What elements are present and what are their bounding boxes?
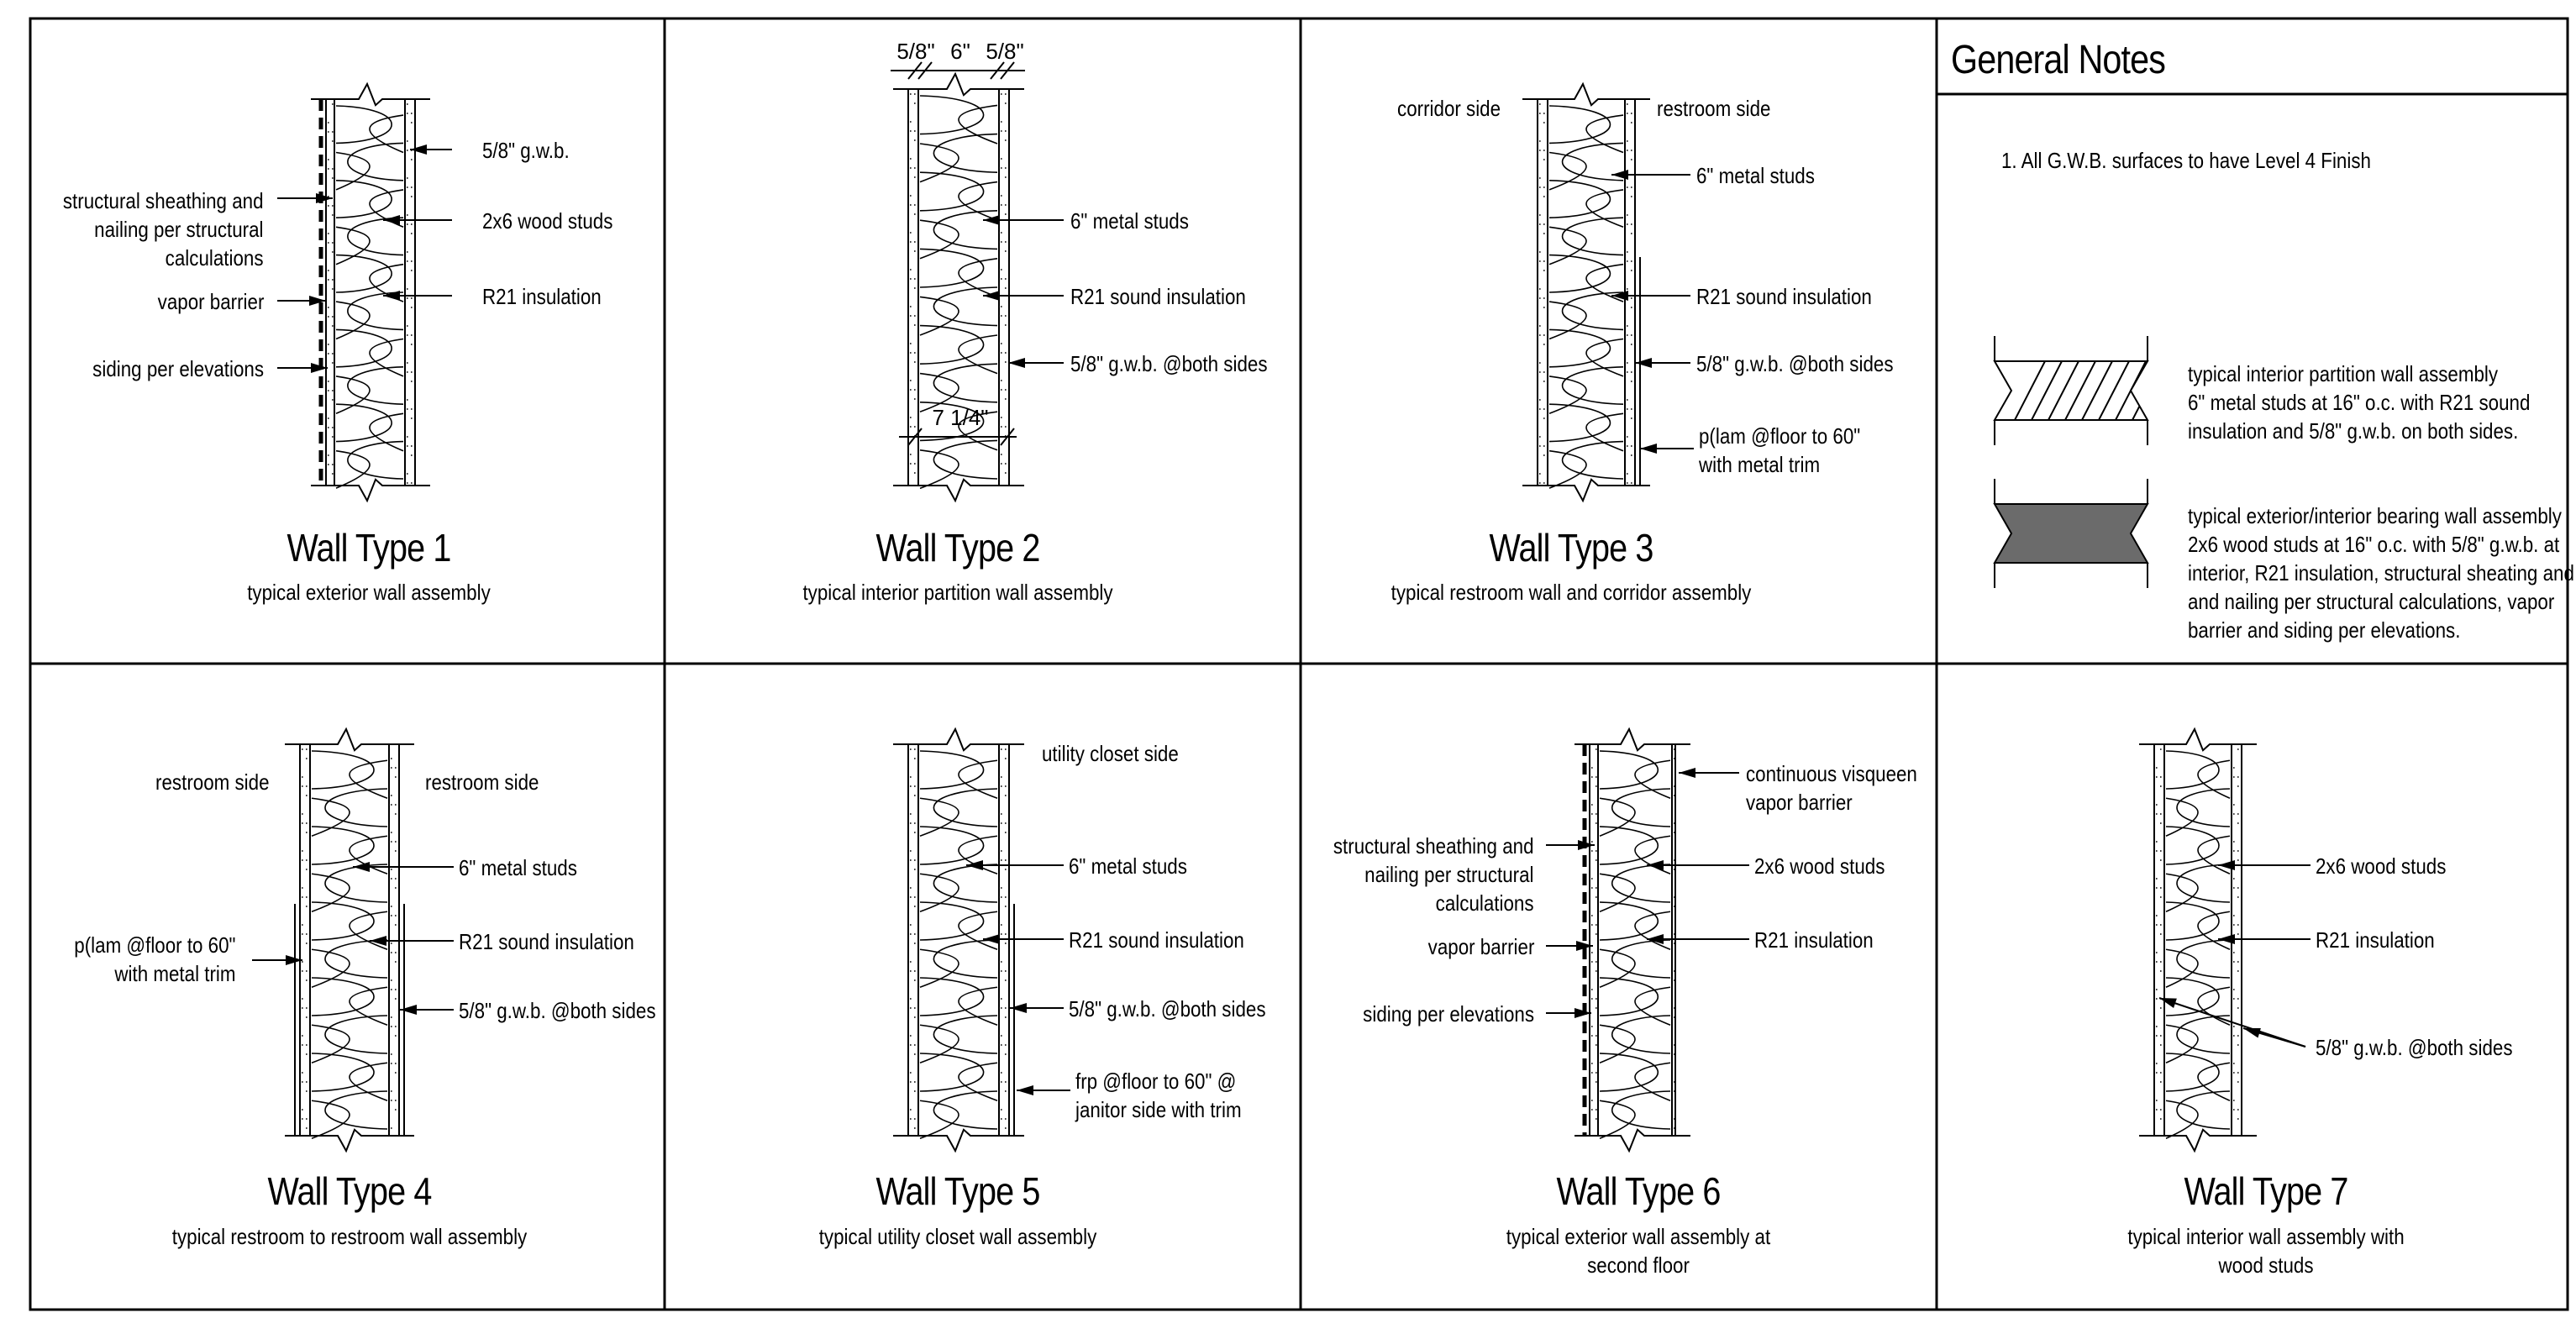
wall-6-arrow-vapor	[1546, 941, 1593, 951]
wall-6-arrow-studs	[1647, 860, 1749, 870]
wall-4-label-insulation: R21 sound insulation	[459, 929, 634, 954]
wall-type-7-subtitle: typical interior wall assembly with wood …	[2127, 1224, 2405, 1278]
wall-5-side-right: utility closet side	[1042, 741, 1179, 766]
wall-3-label-insulation: R21 sound insulation	[1696, 284, 1872, 309]
general-note-1: 1. All G.W.B. surfaces to have Level 4 F…	[2001, 148, 2371, 173]
wall-3-arrow-gwb	[1635, 358, 1690, 368]
wall-3-label-plam: p(lam @floor to 60" with metal trim	[1699, 423, 1861, 477]
wall-type-1-subtitle: typical exterior wall assembly	[247, 580, 491, 605]
wall-7-arrow-insulation	[2218, 934, 2311, 944]
wall-4-label-plam: p(lam @floor to 60" with metal trim	[73, 932, 235, 986]
wall-6-label-visqueen: continuous visqueen vapor barrier	[1746, 761, 1917, 815]
wall-type-4-subtitle: typical restroom to restroom wall assemb…	[171, 1224, 528, 1249]
wall-5-arrow-studs	[966, 860, 1064, 870]
wall-2-dim-label: 7 1/4"	[932, 405, 988, 430]
wall-7-arrow-gwb-left	[2158, 997, 2306, 1048]
wall-5-label-studs: 6" metal studs	[1069, 853, 1187, 879]
wall-6-label-studs: 2x6 wood studs	[1754, 853, 1885, 879]
wall-1-arrow-sheathing	[277, 193, 333, 203]
wall-7-label-gwb: 5/8" g.w.b. @both sides	[2316, 1035, 2513, 1060]
wall-5-label-gwb: 5/8" g.w.b. @both sides	[1069, 996, 1266, 1021]
wall-3-arrow-studs	[1611, 170, 1690, 180]
wall-type-3-subtitle: typical restroom wall and corridor assem…	[1391, 580, 1752, 605]
wall-6-label-siding: siding per elevations	[1363, 1001, 1534, 1027]
wall-6-arrow-sheathing	[1546, 840, 1595, 850]
legend-swatch-bearing	[1993, 479, 2149, 588]
wall-3-side-right: restroom side	[1657, 96, 1771, 121]
wall-1-label-insulation: R21 insulation	[482, 284, 602, 309]
wall-6-label-sheathing: structural sheathing and nailing per stru…	[1333, 833, 1534, 916]
wall-type-6-subtitle: typical exterior wall assembly at second …	[1506, 1224, 1771, 1278]
legend-text-partition: typical interior partition wall assembly…	[2188, 361, 2531, 444]
wall-6-label-insulation: R21 insulation	[1754, 927, 1874, 953]
wall-type-7-title: Wall Type 7	[2184, 1169, 2348, 1213]
wall-6-arrow-visqueen	[1679, 768, 1739, 778]
wall-3-arrow-insulation	[1611, 291, 1690, 301]
wall-5-arrow-insulation	[983, 934, 1064, 944]
wall-type-2-title: Wall Type 2	[875, 526, 1040, 570]
wall-1-label-vapor: vapor barrier	[157, 289, 264, 314]
wall-4-arrow-plam	[252, 955, 302, 965]
wall-6-label-vapor: vapor barrier	[1427, 934, 1534, 959]
wall-2-label-gwb: 5/8" g.w.b. @both sides	[1070, 351, 1268, 376]
wall-type-1-title: Wall Type 1	[287, 526, 451, 570]
wall-3-arrow-plam	[1640, 444, 1694, 454]
wall-7-label-studs: 2x6 wood studs	[2316, 853, 2447, 879]
wall-1-label-sheathing: structural sheathing and nailing per stru…	[63, 188, 264, 270]
wall-2-dim-label: 6"	[950, 39, 970, 64]
wall-4-arrow-gwb	[400, 1005, 454, 1015]
wall-2-label-insulation: R21 sound insulation	[1070, 284, 1246, 309]
legend-swatch-partition	[1993, 336, 2149, 445]
wall-4-arrow-studs	[353, 862, 454, 872]
wall-type-3-section	[1522, 81, 1650, 503]
wall-1-label-gwb: 5/8" g.w.b.	[482, 138, 570, 163]
wall-6-arrow-siding	[1546, 1008, 1591, 1018]
wall-3-label-gwb: 5/8" g.w.b. @both sides	[1696, 351, 1894, 376]
wall-type-5-subtitle: typical utility closet wall assembly	[818, 1224, 1097, 1249]
wall-4-label-studs: 6" metal studs	[459, 855, 577, 880]
wall-7-arrow-studs	[2218, 860, 2311, 870]
wall-7-arrow-gwb-right	[2242, 1027, 2306, 1048]
wall-3-label-studs: 6" metal studs	[1696, 163, 1815, 188]
wall-type-6-title: Wall Type 6	[1556, 1169, 1721, 1213]
wall-1-arrow-siding	[277, 363, 328, 373]
wall-2-dim-label: 5/8"	[896, 39, 934, 64]
wall-2-dim-label: 5/8"	[986, 39, 1023, 64]
wall-2-arrow-insulation	[983, 291, 1064, 301]
wall-1-arrow-gwb	[410, 144, 452, 155]
wall-1-arrow-studs	[383, 215, 452, 225]
wall-4-label-gwb: 5/8" g.w.b. @both sides	[459, 998, 656, 1023]
wall-type-4-section	[285, 727, 414, 1153]
wall-type-3-title: Wall Type 3	[1489, 526, 1653, 570]
wall-5-arrow-frp	[1017, 1085, 1070, 1095]
wall-2-dimensions: 5/8" 6" 5/8" 7 1/4"	[891, 39, 1025, 446]
legend-text-bearing: typical exterior/interior bearing wall a…	[2188, 503, 2574, 643]
wall-4-arrow-insulation	[370, 936, 454, 946]
wall-type-5-title: Wall Type 5	[875, 1169, 1040, 1213]
wall-1-label-studs: 2x6 wood studs	[482, 208, 613, 234]
wall-5-arrow-gwb	[1010, 1003, 1064, 1013]
wall-2-arrow-studs	[983, 215, 1064, 225]
wall-2-label-studs: 6" metal studs	[1070, 208, 1189, 234]
wall-type-4-title: Wall Type 4	[267, 1169, 432, 1213]
wall-7-label-insulation: R21 insulation	[2316, 927, 2435, 953]
wall-type-1-section	[311, 81, 430, 503]
wall-1-arrow-insulation	[383, 291, 452, 301]
wall-2-arrow-gwb	[1008, 358, 1064, 368]
wall-4-side-right: restroom side	[425, 769, 539, 795]
wall-3-side-left: corridor side	[1396, 96, 1501, 121]
wall-1-label-siding: siding per elevations	[92, 356, 264, 381]
wall-6-arrow-insulation	[1647, 934, 1749, 944]
wall-type-2-subtitle: typical interior partition wall assembly	[802, 580, 1113, 605]
wall-1-arrow-vapor	[277, 296, 326, 306]
wall-5-label-insulation: R21 sound insulation	[1069, 927, 1244, 953]
general-notes-title: General Notes	[1951, 38, 2166, 82]
wall-4-side-left: restroom side	[155, 769, 269, 795]
wall-5-label-frp: frp @floor to 60" @ janitor side with tri…	[1075, 1069, 1242, 1122]
wall-type-2-section	[893, 71, 1024, 503]
